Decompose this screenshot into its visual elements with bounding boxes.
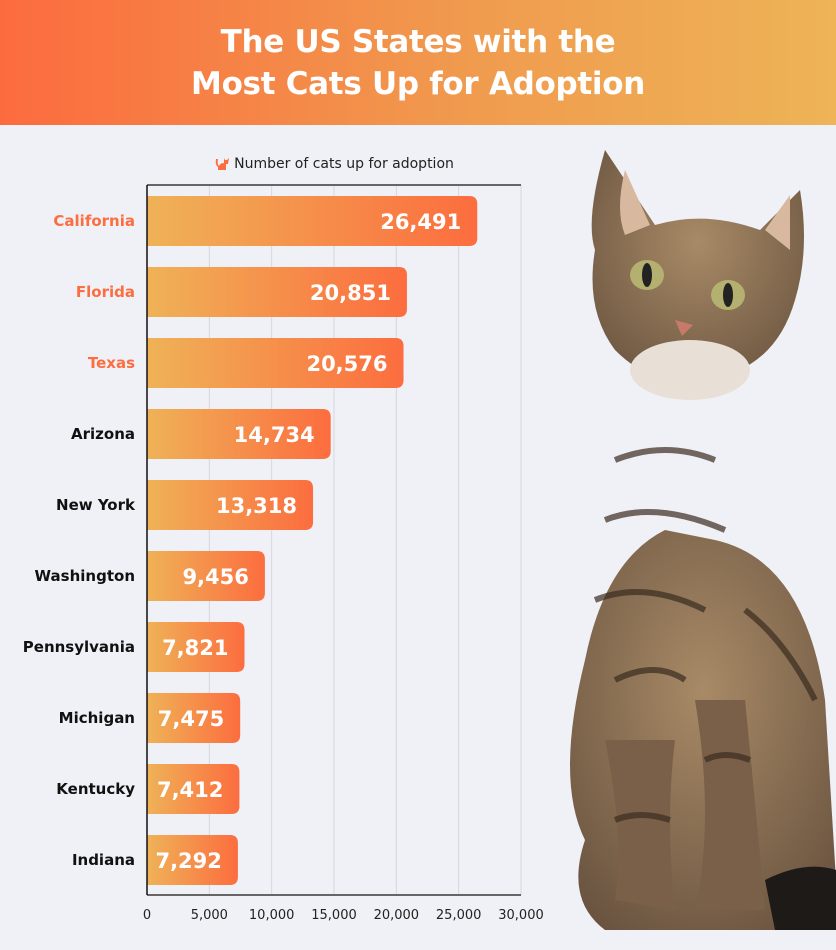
- bar-value-label: 26,491: [380, 210, 461, 234]
- bar-value-label: 7,412: [157, 778, 223, 802]
- category-label: Arizona: [71, 425, 135, 443]
- bar-value-label: 14,734: [234, 423, 315, 447]
- category-label: Michigan: [59, 709, 135, 727]
- bar-value-label: 13,318: [216, 494, 297, 518]
- cat-photo: [570, 150, 836, 930]
- bar: [147, 835, 238, 885]
- bar: [147, 551, 265, 601]
- category-label: Washington: [35, 567, 135, 585]
- category-label: Texas: [88, 354, 135, 372]
- legend-label: Number of cats up for adoption: [234, 156, 454, 172]
- legend: Number of cats up for adoption: [147, 155, 521, 172]
- bar: [147, 480, 314, 530]
- bar-value-label: 7,475: [158, 707, 224, 731]
- bar-value-label: 20,851: [310, 281, 391, 305]
- bar: [147, 409, 331, 459]
- x-tick-label: 5,000: [191, 908, 228, 923]
- bar-value-label: 7,821: [162, 636, 228, 660]
- category-label: Kentucky: [56, 780, 135, 798]
- bar-value-label: 7,292: [155, 849, 221, 873]
- bar: [147, 622, 245, 672]
- x-tick-label: 0: [143, 908, 151, 923]
- x-tick-label: 30,000: [498, 908, 544, 923]
- title-line-1: The US States with the: [220, 23, 616, 60]
- bar-value-label: 20,576: [306, 352, 387, 376]
- bar-value-label: 9,456: [182, 565, 248, 589]
- x-tick-label: 10,000: [249, 908, 295, 923]
- category-label: California: [53, 212, 135, 230]
- category-label: New York: [56, 496, 136, 514]
- category-label: Indiana: [72, 851, 135, 869]
- bar: [147, 764, 240, 814]
- category-label: Pennsylvania: [23, 638, 135, 656]
- bar: [147, 267, 407, 317]
- x-tick-label: 25,000: [436, 908, 482, 923]
- category-label: Florida: [76, 283, 135, 301]
- bar: [147, 693, 241, 743]
- cat-icon: [215, 158, 230, 170]
- x-tick-label: 20,000: [374, 908, 420, 923]
- bar: [147, 338, 404, 388]
- header-banner: The US States with the Most Cats Up for …: [0, 0, 836, 125]
- title-line-2: Most Cats Up for Adoption: [191, 65, 645, 102]
- x-tick-label: 15,000: [311, 908, 357, 923]
- bar: [147, 196, 478, 246]
- chart-title: The US States with the Most Cats Up for …: [191, 21, 645, 105]
